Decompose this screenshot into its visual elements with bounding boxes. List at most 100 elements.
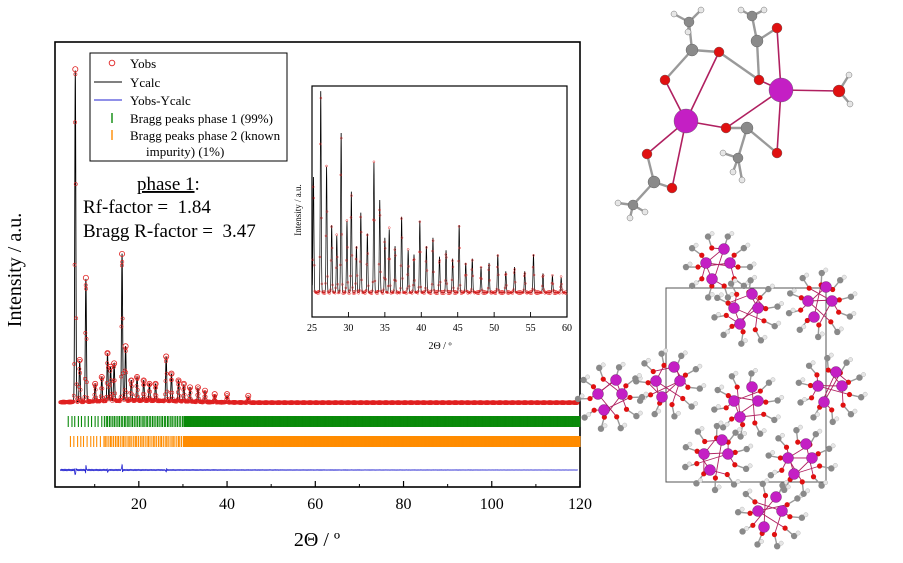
atom-hydrogen — [724, 421, 730, 427]
atom-carbon — [683, 16, 695, 28]
atom-hydrogen — [729, 168, 737, 176]
inset-yobs-point — [323, 290, 326, 293]
atom-hydrogen — [848, 357, 853, 362]
inset-yobs-point — [532, 273, 536, 277]
atom-carbon — [754, 541, 761, 548]
atom-hydrogen — [638, 410, 643, 416]
annotation-bragg-r: Bragg R-factor = 3.47 — [83, 221, 256, 242]
atom-carbon — [704, 294, 712, 301]
atom-oxygen — [694, 461, 700, 467]
atom-hydrogen — [732, 278, 738, 284]
atom-carbon — [714, 386, 721, 394]
inset-yobs-point — [385, 291, 389, 294]
atom-oxygen — [829, 407, 835, 413]
inset-yobs-point — [465, 273, 468, 277]
inset-yobs-point — [372, 160, 376, 164]
atom-carbon — [748, 370, 755, 377]
atom-metal — [802, 295, 814, 307]
inset-yobs-point — [340, 136, 343, 140]
atom-oxygen — [623, 406, 630, 412]
atom-oxygen — [782, 525, 788, 531]
atom-oxygen — [666, 182, 678, 194]
atom-hydrogen — [697, 363, 703, 369]
atom-metal — [698, 448, 710, 460]
atom-oxygen — [752, 420, 758, 426]
atom-carbon — [828, 465, 835, 472]
inset-yobs-point — [376, 292, 379, 295]
atom-carbon — [799, 274, 806, 282]
atom-carbon — [794, 495, 801, 502]
atom-metal — [746, 288, 758, 300]
atom-hydrogen — [684, 28, 692, 36]
inset-yobs-point — [542, 274, 545, 277]
atom-oxygen — [721, 283, 727, 289]
inset-yobs-point — [399, 287, 402, 290]
yobs-point — [127, 398, 131, 403]
atom-metal — [752, 302, 764, 314]
atom-metal — [592, 388, 604, 400]
main-x-axis-title: 2Θ / º — [294, 529, 340, 551]
atom-oxygen — [699, 276, 705, 282]
yobs-peak-point — [76, 356, 83, 363]
inset-yobs-point — [335, 233, 338, 236]
yobs-point — [164, 371, 169, 376]
bond — [746, 127, 778, 154]
atom-oxygen — [787, 514, 793, 520]
yobs-point — [153, 381, 158, 386]
yobs-point — [113, 391, 117, 396]
inset-yobs-point — [339, 263, 342, 267]
atom-hydrogen — [693, 242, 699, 248]
inset-yobs-point — [437, 284, 440, 287]
atom-oxygen — [740, 329, 746, 335]
atom-carbon — [597, 425, 605, 432]
atom-hydrogen — [862, 391, 868, 397]
inset-yobs-point — [379, 270, 382, 274]
atom-hydrogen — [701, 383, 707, 388]
yobs-point — [78, 371, 83, 375]
atom-hydrogen — [742, 431, 747, 436]
atom-carbon — [797, 399, 804, 406]
annotation-heading-word: phase 1 — [137, 174, 195, 195]
atom-oxygen — [647, 392, 654, 398]
bond — [714, 439, 723, 479]
yobs-point — [85, 380, 89, 385]
inset-yobs-point — [325, 210, 329, 213]
yobs-series — [58, 66, 580, 406]
inset-yobs-point — [558, 289, 562, 292]
atom-oxygen — [590, 384, 597, 390]
atom-hydrogen — [819, 331, 825, 337]
atom-carbon — [580, 376, 587, 384]
atom-metal — [746, 381, 758, 393]
inset-yobs-point — [384, 278, 387, 281]
inset-yobs-point — [423, 292, 426, 295]
inset-yobs-point — [400, 217, 403, 220]
yobs-point — [111, 393, 116, 398]
inset-yobs-point — [350, 254, 354, 257]
inset-yobs-point — [471, 274, 475, 278]
inset-yobs-point — [359, 230, 363, 234]
inset-yobs-point — [399, 264, 403, 267]
yobs-point — [77, 384, 81, 389]
inset-yobs-point — [495, 287, 499, 291]
atom-oxygen — [836, 297, 842, 303]
atom-hydrogen — [719, 384, 725, 390]
atom-hydrogen — [614, 199, 622, 207]
atom-metal — [728, 395, 740, 407]
inset-yobs-point — [559, 285, 562, 289]
inset-yobs-point — [369, 292, 373, 295]
atom-carbon — [730, 481, 738, 488]
inset-yobs-point — [424, 286, 427, 290]
inset-yobs-point — [564, 290, 567, 293]
atom-carbon — [746, 10, 758, 22]
inset-yobs-point — [506, 292, 510, 296]
atom-hydrogen — [852, 408, 858, 414]
atom-carbon — [765, 452, 772, 459]
yobs-peak-point — [82, 274, 89, 281]
atom-carbon — [638, 393, 646, 401]
yobs-point — [72, 362, 77, 366]
inset-yobs-point — [383, 247, 387, 250]
inset-yobs-point — [355, 246, 358, 249]
inset-yobs-point — [359, 215, 362, 219]
inset-yobs-point — [457, 259, 460, 263]
atom-oxygen — [814, 372, 820, 378]
